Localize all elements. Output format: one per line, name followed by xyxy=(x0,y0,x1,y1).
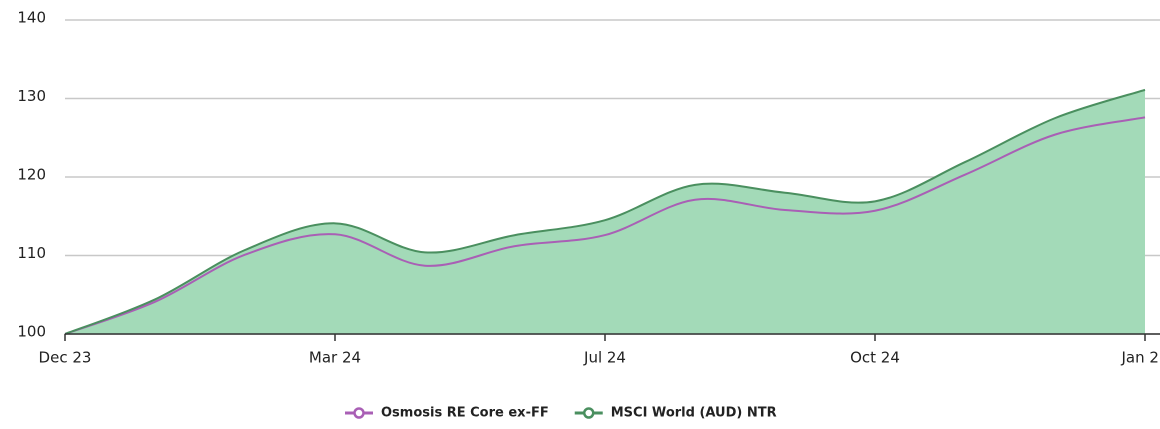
legend-marker xyxy=(353,407,365,419)
y-tick-label: 100 xyxy=(17,323,46,341)
legend-label: MSCI World (AUD) NTR xyxy=(611,406,777,421)
area xyxy=(65,89,1145,335)
y-tick-label: 130 xyxy=(17,87,46,105)
y-tick-label: 140 xyxy=(17,9,46,27)
y-tick-label: 110 xyxy=(17,244,46,262)
x-tick-label: Dec 23 xyxy=(39,349,92,367)
x-tick-label: Oct 24 xyxy=(850,349,900,367)
x-tick-label: Jul 24 xyxy=(583,349,626,367)
x-tick-label: Jan 25 xyxy=(1121,349,1160,367)
y-tick-label: 120 xyxy=(17,166,46,184)
legend-label: Osmosis RE Core ex-FF xyxy=(381,406,549,421)
x-tick-label: Mar 24 xyxy=(309,349,361,367)
line xyxy=(64,116,1146,335)
line xyxy=(64,88,1146,335)
legend-marker xyxy=(582,407,595,419)
